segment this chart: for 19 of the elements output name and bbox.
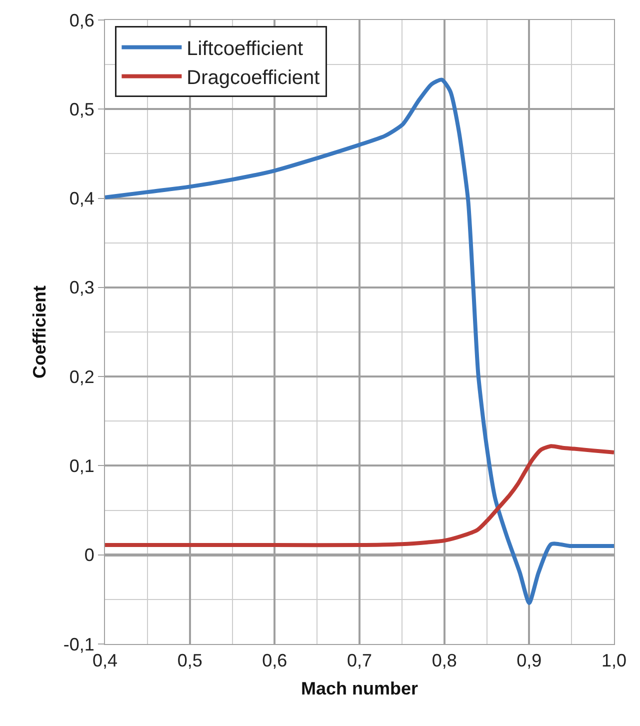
- x-tick-label: 0,5: [177, 650, 202, 671]
- y-tick-label: 0: [84, 545, 94, 566]
- x-axis-title: Mach number: [300, 678, 418, 699]
- legend-label: Dragcoefficient: [186, 67, 320, 90]
- y-axis-title: Coefficient: [30, 285, 50, 379]
- y-tick-label: 0,2: [69, 366, 94, 387]
- legend-label: Liftcoefficient: [186, 38, 304, 60]
- y-tick-label: 0,4: [69, 188, 94, 209]
- x-tick-label: 0,6: [262, 650, 288, 671]
- x-tick-label: 1,0: [601, 650, 627, 671]
- x-tick-label: 0,4: [92, 650, 118, 671]
- y-tick-label: 0,6: [69, 10, 94, 30]
- y-tick-label: -0,1: [63, 634, 94, 654]
- y-tick-label: 0,5: [69, 99, 94, 120]
- y-tick-label: 0,3: [69, 278, 94, 298]
- x-tick-label: 0,9: [516, 650, 542, 671]
- y-tick-label: 0,1: [69, 456, 94, 476]
- x-tick-label: 0,8: [432, 650, 457, 671]
- x-tick-label: 0,7: [346, 650, 372, 671]
